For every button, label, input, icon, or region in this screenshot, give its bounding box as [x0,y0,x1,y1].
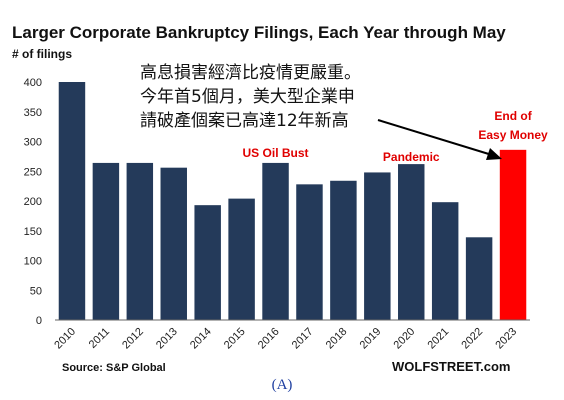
x-tick-label-2014: 2014 [188,326,214,352]
x-tick-label-2016: 2016 [256,326,282,352]
y-tick-label: 0 [36,315,42,327]
bar-2018 [330,180,357,320]
y-tick-label: 400 [24,77,42,89]
bar-2022 [465,237,493,320]
x-tick-label-2015: 2015 [222,326,248,352]
y-tick-label: 50 [30,285,42,297]
x-tick-label-2017: 2017 [290,326,316,352]
y-tick-label: 300 [24,137,42,149]
x-tick-label-2020: 2020 [392,326,418,352]
bar-2017 [296,184,323,320]
x-tick-label-2019: 2019 [358,326,384,352]
x-tick-label-2022: 2022 [459,326,485,352]
bar-2015 [228,198,255,320]
annotation-label: End of [494,109,532,123]
overlay-line-2: 今年首5個月，美大型企業申 [140,87,355,107]
bar-2016 [262,162,289,320]
x-tick-label-2011: 2011 [87,326,112,351]
bar-2023 [499,149,527,320]
bar-2020 [398,164,425,320]
x-tick-label-2013: 2013 [154,326,180,352]
source-note: Source: S&P Global [62,362,166,374]
watermark-wolfstreet: WOLFSTREET.com [392,359,510,374]
bars-group [58,82,527,320]
overlay-chinese-text: 高息損害經濟比疫情更嚴重。 今年首5個月，美大型企業申 請破產個案已高達12年新… [140,63,361,131]
x-tick-label-2018: 2018 [324,326,350,352]
x-tick-label-2010: 2010 [52,326,78,352]
y-axis: 0 50 100 150 200 250 300 350 400 [24,77,42,327]
bar-2014 [194,205,221,320]
y-axis-label: # of filings [12,47,72,61]
y-tick-label: 250 [24,166,42,178]
x-tick-label-2023: 2023 [493,326,519,352]
x-tick-label-2021: 2021 [426,326,452,352]
annotations-group: US Oil Bust Pandemic End of Easy Money [243,109,549,164]
x-axis: 2010 2011 2012 2013 2014 2015 2016 2017 2018 2019… [52,326,519,352]
bar-2019 [364,172,391,320]
bar-2011 [92,162,120,320]
y-tick-label: 200 [24,196,42,208]
overlay-line-3: 請破產個案已高達12年新高 [140,111,349,131]
y-tick-label: 350 [24,107,42,119]
annotation-label: US Oil Bust [243,146,309,160]
annotation-label: Pandemic [383,150,440,164]
bar-2021 [431,202,459,320]
arrow [377,119,502,160]
bar-2012 [126,162,154,320]
overlay-line-1: 高息損害經濟比疫情更嚴重。 [140,63,361,83]
x-tick-label-2012: 2012 [120,326,146,352]
bar-2010 [58,82,86,320]
annotation-label: Easy Money [478,128,548,142]
figure-caption: (A) [272,377,293,393]
y-tick-label: 100 [24,256,42,268]
bar-2013 [160,167,187,320]
y-tick-label: 150 [24,226,42,238]
chart-title: Larger Corporate Bankruptcy Filings, Eac… [12,23,506,42]
